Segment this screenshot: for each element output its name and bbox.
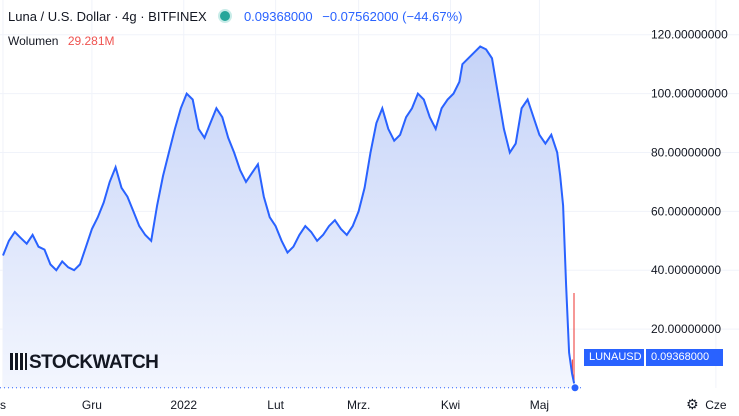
last-value: 0.09368000: [243, 9, 313, 24]
price-line: [2, 45, 576, 388]
status-dot-icon: [218, 9, 233, 23]
x-axis[interactable]: s Gru 2022 Lut Mrz. Kwi Maj Cze: [0, 398, 727, 412]
logo-icon: [10, 353, 27, 370]
x-tick-label: Kwi: [441, 398, 460, 412]
x-tick-label: Lut: [267, 398, 284, 412]
y-tick-label: 100.00000000: [651, 87, 728, 101]
change-value: −0.07562000 (−44.67%): [322, 9, 463, 24]
y-tick-label: 20.00000000: [651, 322, 721, 336]
price-badge: 0.09368000: [646, 349, 723, 366]
y-tick-label: 120.00000000: [651, 28, 728, 42]
chart-legend: Luna / U.S. Dollar · 4g · BITFINEX 0.093…: [8, 9, 462, 24]
y-axis[interactable]: 20.00000000 40.00000000 60.00000000 80.0000…: [651, 28, 728, 336]
x-tick-label: Maj: [530, 398, 549, 412]
volume-label: Wolumen: [8, 34, 59, 48]
price-area: [3, 46, 575, 388]
volume-value: 29.281M: [67, 34, 115, 48]
volume-bar: [573, 293, 575, 388]
x-tick-label: Cze: [705, 398, 727, 412]
y-tick-label: 80.00000000: [651, 145, 721, 159]
y-tick-label: 60.00000000: [651, 204, 721, 218]
x-tick-label: 2022: [170, 398, 197, 412]
volume-legend: Wolumen 29.281M: [8, 34, 115, 48]
gear-icon[interactable]: ⚙: [686, 396, 699, 412]
last-price-marker: [570, 383, 580, 393]
y-tick-label: 40.00000000: [651, 263, 721, 277]
x-tick-label: s: [0, 398, 6, 412]
x-tick-label: Gru: [82, 398, 102, 412]
x-tick-label: Mrz.: [347, 398, 370, 412]
symbol-title[interactable]: Luna / U.S. Dollar · 4g · BITFINEX: [8, 9, 207, 24]
stockwatch-logo: STOCKWATCH: [10, 352, 159, 374]
ticker-badge: LUNAUSD: [584, 349, 644, 366]
